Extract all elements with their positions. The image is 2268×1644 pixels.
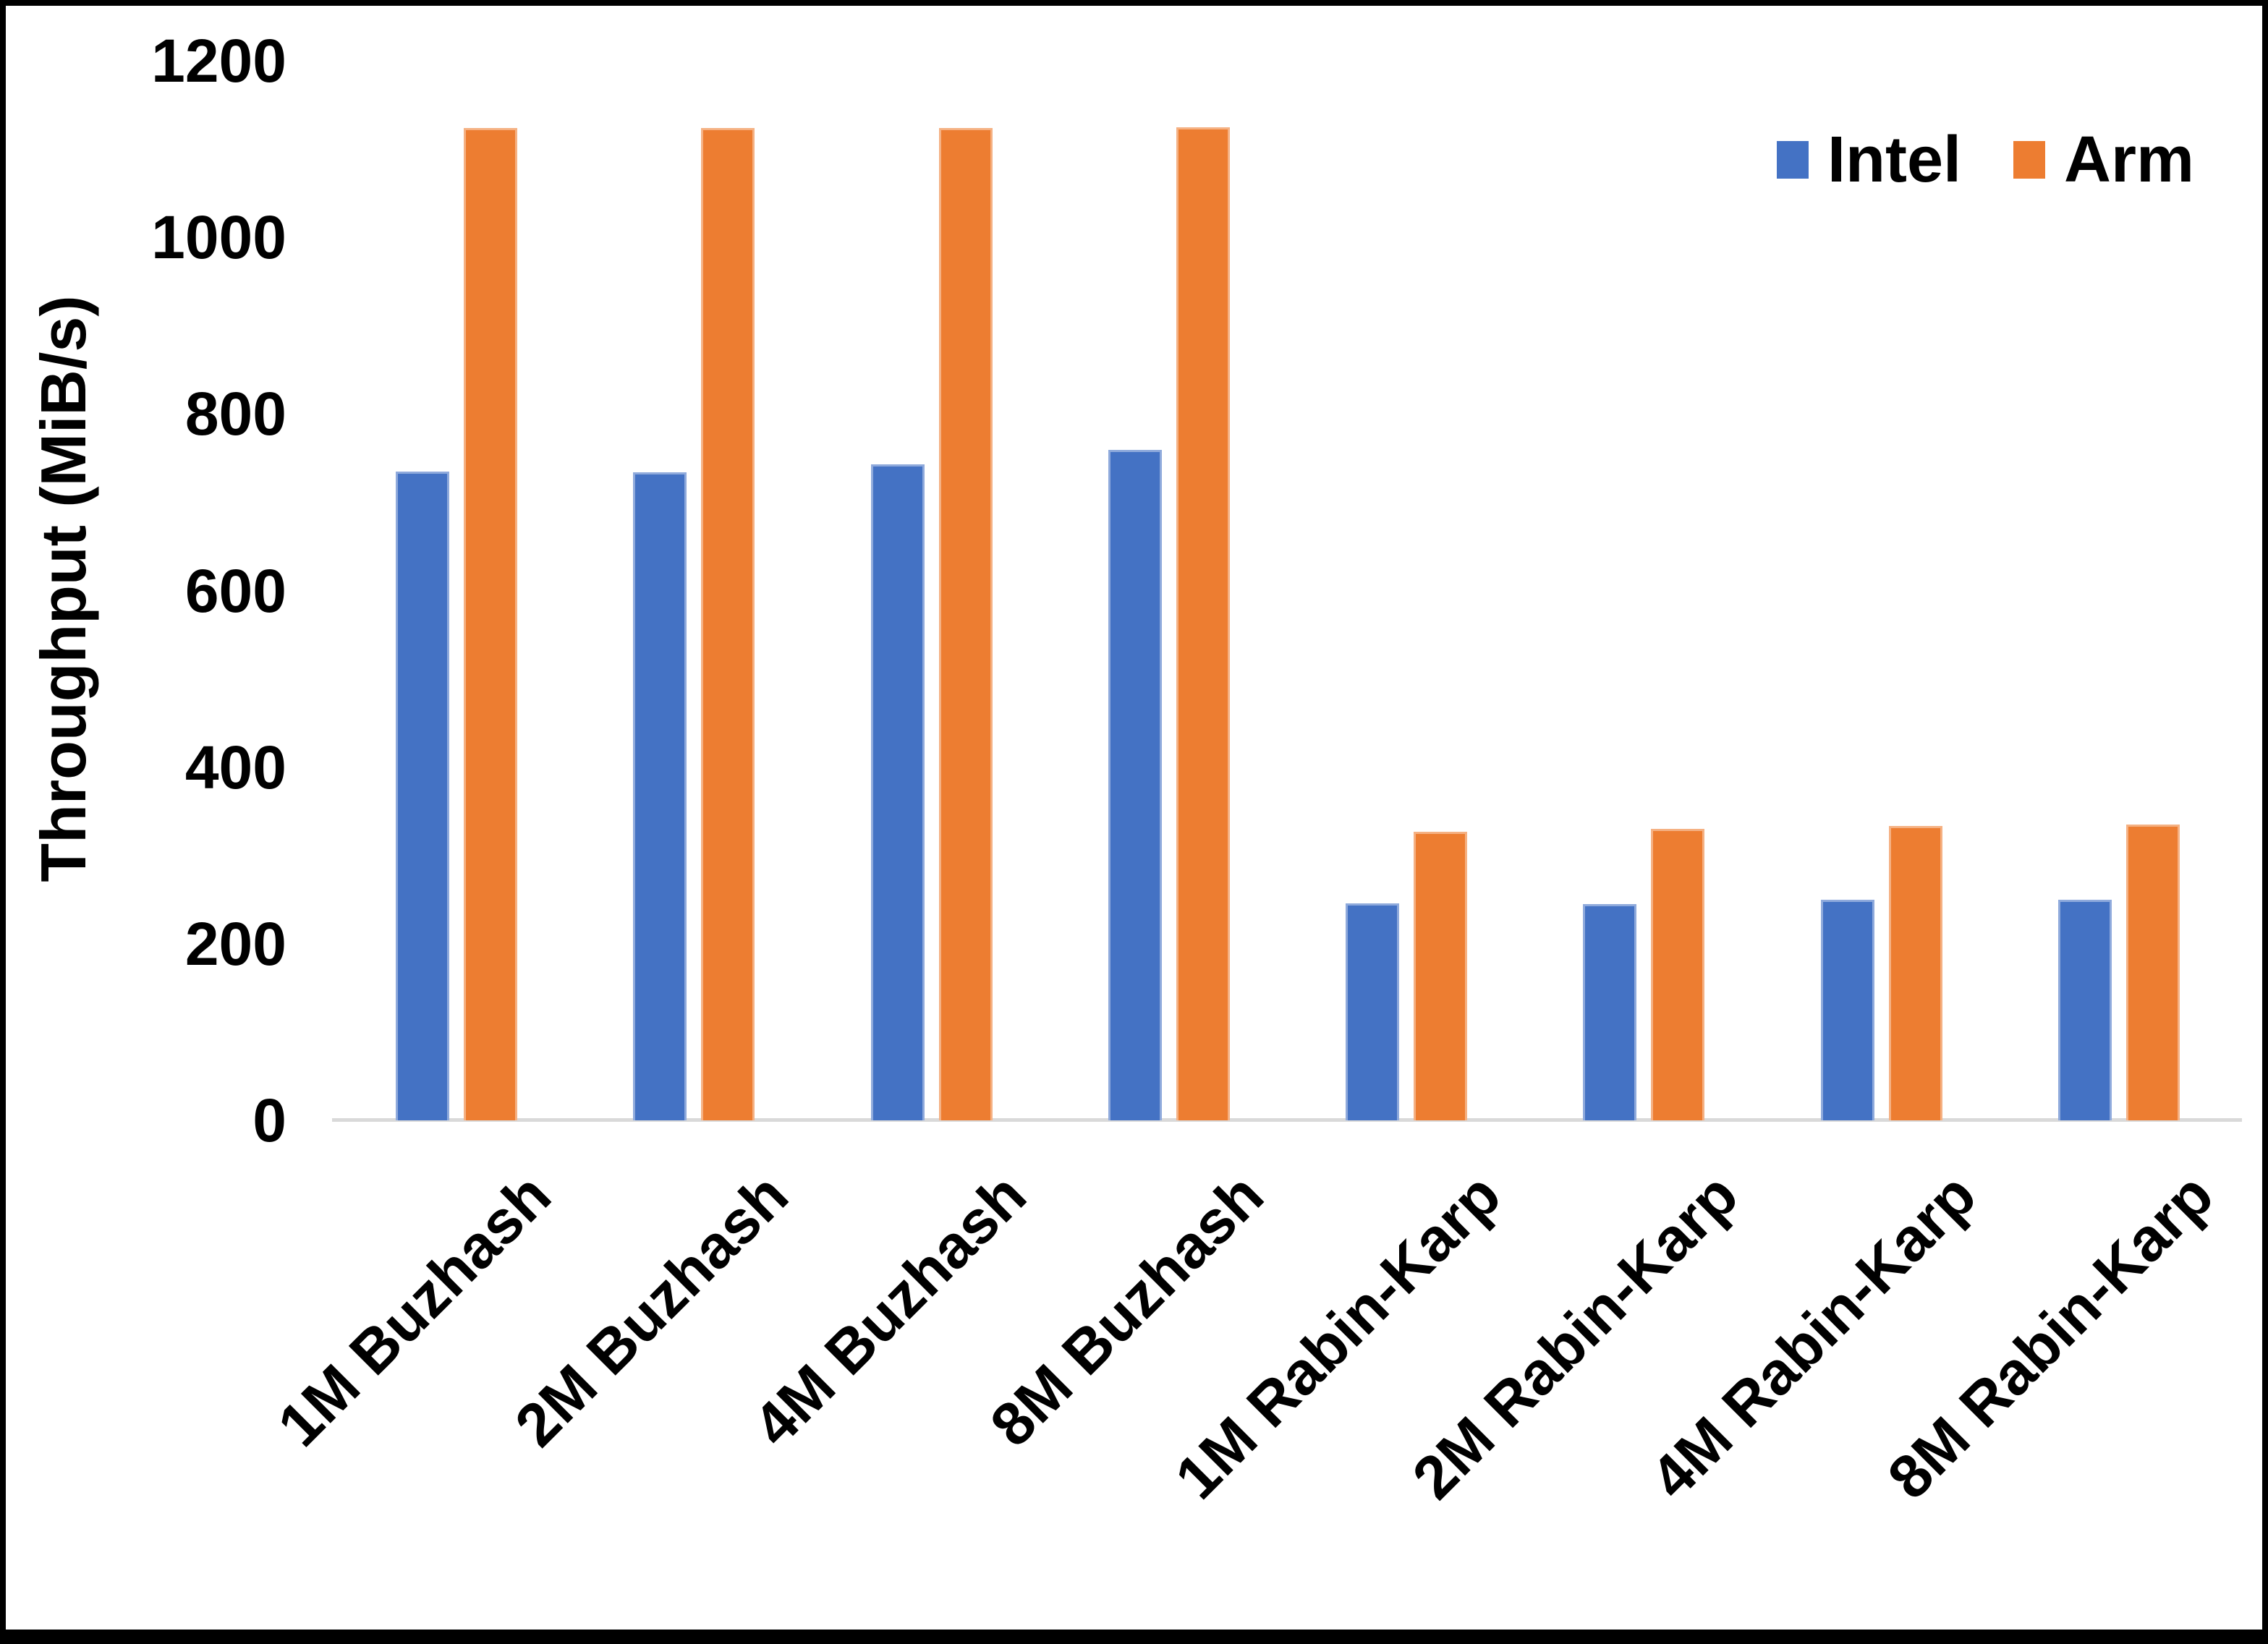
y-tick-label: 0 — [252, 1086, 286, 1154]
x-category-label: 4M Rabin-Karp — [1636, 1160, 1989, 1512]
x-category-label: 1M Buzhash — [265, 1160, 564, 1460]
legend-swatch-icon — [1777, 141, 1809, 179]
x-axis-baseline — [332, 1118, 2242, 1122]
bar-arm-8m-buzhash — [1176, 127, 1230, 1120]
bar-intel-8m-buzhash — [1108, 450, 1162, 1120]
bar-arm-2m-buzhash — [701, 127, 755, 1120]
legend-item-arm: Arm — [2013, 127, 2194, 192]
bar-intel-1m-buzhash — [396, 471, 450, 1120]
legend-item-intel: Intel — [1777, 127, 1961, 192]
x-category-label: 8M Rabin-Karp — [1874, 1160, 2226, 1512]
x-category-label: 4M Buzhash — [739, 1160, 1039, 1460]
bar-arm-4m-rabin-karp — [1888, 826, 1942, 1120]
y-tick-label: 600 — [184, 556, 286, 625]
bar-intel-1m-rabin-karp — [1346, 903, 1400, 1120]
y-tick-label: 1200 — [151, 27, 286, 95]
bar-intel-2m-buzhash — [633, 472, 687, 1120]
x-category-label: 8M Buzhash — [977, 1160, 1276, 1460]
legend: Intel Arm — [1777, 127, 2194, 192]
bar-intel-2m-rabin-karp — [1583, 903, 1637, 1120]
bar-arm-1m-buzhash — [464, 127, 518, 1120]
legend-label: Arm — [2064, 124, 2195, 196]
bar-intel-4m-rabin-karp — [1820, 899, 1874, 1120]
x-category-label: 1M Rabin-Karp — [1162, 1160, 1514, 1512]
y-tick-label: 200 — [184, 909, 286, 978]
bar-intel-8m-rabin-karp — [2057, 899, 2112, 1120]
legend-label: Intel — [1827, 124, 1962, 196]
x-category-label: 2M Rabin-Karp — [1399, 1160, 1751, 1512]
bar-arm-1m-rabin-karp — [1414, 831, 1468, 1120]
bar-arm-4m-buzhash — [938, 127, 993, 1120]
x-category-label: 2M Buzhash — [502, 1160, 802, 1460]
y-tick-label: 800 — [184, 380, 286, 448]
legend-swatch-icon — [2013, 141, 2046, 179]
bar-arm-8m-rabin-karp — [2125, 825, 2180, 1120]
y-tick-label: 400 — [184, 733, 286, 801]
bar-arm-2m-rabin-karp — [1651, 829, 1705, 1120]
bar-intel-4m-buzhash — [870, 464, 925, 1120]
y-tick-label: 1000 — [151, 203, 286, 272]
